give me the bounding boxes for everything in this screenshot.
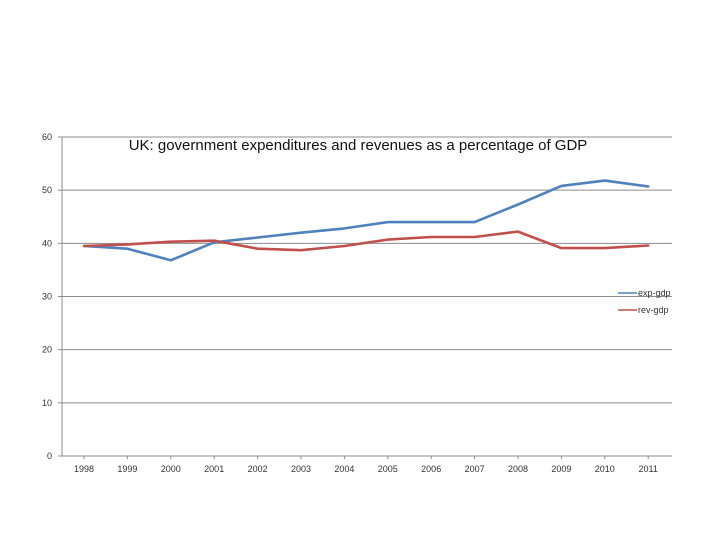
x-tick-label: 2008 bbox=[508, 464, 528, 474]
x-tick-label: 2000 bbox=[161, 464, 181, 474]
chart-title: UK: government expenditures and revenues… bbox=[129, 137, 588, 154]
x-tick-label: 2009 bbox=[551, 464, 571, 474]
x-tick-label: 1998 bbox=[74, 464, 94, 474]
y-tick-label: 20 bbox=[42, 345, 52, 355]
x-tick-label: 2002 bbox=[248, 464, 268, 474]
x-tick-labels: 1998 1999 2000 2001 2002 2003 2004 2005 2006 2007… bbox=[74, 464, 658, 474]
x-tick-label: 2004 bbox=[334, 464, 354, 474]
series-lines bbox=[82, 179, 650, 262]
y-tick-label: 0 bbox=[47, 451, 52, 461]
series-line-exp-gdp bbox=[82, 179, 650, 262]
y-tick-label: 40 bbox=[42, 238, 52, 248]
legend: exp-gdp rev-gdp bbox=[618, 288, 671, 315]
gridlines bbox=[62, 136, 672, 404]
axes bbox=[58, 136, 672, 459]
series-line-rev-gdp bbox=[82, 230, 650, 252]
y-tick-label: 30 bbox=[42, 292, 52, 302]
y-tick-label: 60 bbox=[42, 132, 52, 142]
y-tick-labels: 0 10 20 30 40 50 60 bbox=[42, 132, 52, 461]
x-tick-label: 2001 bbox=[204, 464, 224, 474]
y-tick-label: 10 bbox=[42, 398, 52, 408]
x-tick-label: 2007 bbox=[465, 464, 485, 474]
x-tick-label: 2010 bbox=[595, 464, 615, 474]
x-tick-label: 2003 bbox=[291, 464, 311, 474]
y-tick-label: 50 bbox=[42, 185, 52, 195]
legend-label-exp-gdp: exp-gdp bbox=[638, 288, 671, 298]
x-tick-label: 2005 bbox=[378, 464, 398, 474]
x-tick-label: 1999 bbox=[117, 464, 137, 474]
legend-label-rev-gdp: rev-gdp bbox=[638, 305, 669, 315]
x-tick-label: 2006 bbox=[421, 464, 441, 474]
x-tick-label: 2011 bbox=[639, 464, 658, 474]
